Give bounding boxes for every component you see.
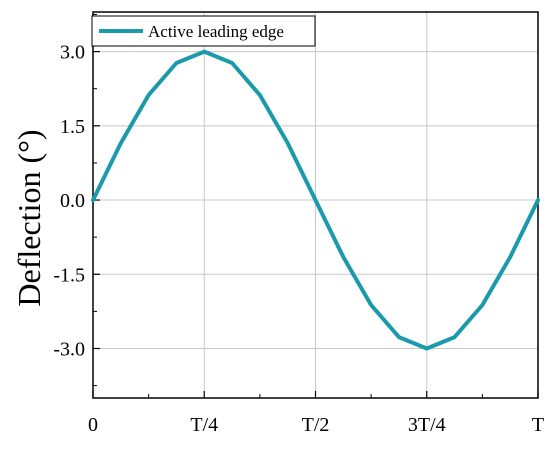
x-tick-label: T/2 — [302, 414, 330, 436]
x-tick-label: 0 — [88, 414, 98, 436]
x-tick-label: T — [532, 414, 544, 436]
y-tick-label: 0.0 — [60, 190, 85, 212]
y-tick-label: 3.0 — [60, 42, 85, 64]
x-tick-label: T/4 — [190, 414, 218, 436]
y-tick-label: -3.0 — [53, 339, 85, 361]
series-line — [91, 49, 540, 351]
y-axis-title: Deflection (°) — [11, 129, 47, 306]
x-tick-label: 3T/4 — [408, 414, 446, 436]
legend: Active leading edge — [91, 15, 316, 47]
series-layer — [91, 49, 540, 351]
y-tick-labels: 3.0 1.5 0.0 -1.5 -3.0 — [53, 42, 85, 361]
y-tick-label: 1.5 — [60, 116, 85, 138]
y-tick-label: -1.5 — [53, 264, 85, 286]
axis-ticks — [92, 13, 539, 398]
legend-label: Active leading edge — [148, 22, 284, 41]
grid-lines — [93, 12, 538, 398]
x-tick-labels: 0 T/4 T/2 3T/4 T — [88, 414, 544, 436]
